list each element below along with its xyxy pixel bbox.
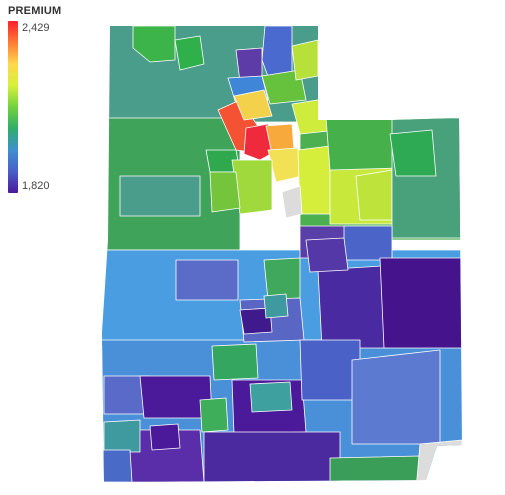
region-sanpete-green[interactable] xyxy=(263,257,301,301)
region-iron-green[interactable] xyxy=(199,397,229,433)
region-washington-blue[interactable] xyxy=(100,449,133,482)
legend-gradient-bar xyxy=(8,21,18,193)
region-ogden-green[interactable] xyxy=(261,69,307,105)
region-wasatch-lime[interactable] xyxy=(297,145,331,215)
region-central-purple-north[interactable] xyxy=(305,237,349,273)
region-nodata-gray[interactable] xyxy=(281,185,303,219)
region-piute-green[interactable] xyxy=(211,343,259,381)
legend-max-label: 2,429 xyxy=(22,22,50,34)
region-davis-yellow[interactable] xyxy=(233,89,273,121)
region-emery-purple[interactable] xyxy=(317,265,389,349)
region-san-juan-blue[interactable] xyxy=(351,349,441,445)
region-kane-purple[interactable] xyxy=(203,431,341,482)
region-st-george-teal[interactable] xyxy=(103,419,141,453)
region-south-green[interactable] xyxy=(329,455,421,484)
region-washington-small-purple[interactable] xyxy=(149,423,181,451)
region-millard-blue[interactable] xyxy=(175,259,239,301)
color-legend: PREMIUM 2,429 1,820 xyxy=(5,3,75,198)
region-sevier-purple[interactable] xyxy=(239,307,273,335)
region-central-blue-box[interactable] xyxy=(343,225,393,261)
legend-min-label: 1,820 xyxy=(22,180,50,192)
region-uinta-east-lime[interactable] xyxy=(355,169,393,221)
region-se-nodata-gray[interactable] xyxy=(415,439,462,490)
region-utah-county-yellow[interactable] xyxy=(267,147,303,183)
region-vernal-green[interactable] xyxy=(389,129,437,177)
region-grand-purple[interactable] xyxy=(379,257,462,349)
region-bear-lake-green[interactable] xyxy=(132,26,176,63)
region-north-green-small[interactable] xyxy=(174,35,205,71)
region-duchesne-green[interactable] xyxy=(325,117,399,171)
region-south-teal[interactable] xyxy=(249,381,293,413)
region-west-box-teal[interactable] xyxy=(119,175,201,217)
region-central-small-teal[interactable] xyxy=(263,293,289,319)
legend-title: PREMIUM xyxy=(8,5,62,17)
region-garfield-blue[interactable] xyxy=(299,339,361,401)
region-lehi-green[interactable] xyxy=(209,171,241,213)
region-north-lime[interactable] xyxy=(291,39,319,81)
